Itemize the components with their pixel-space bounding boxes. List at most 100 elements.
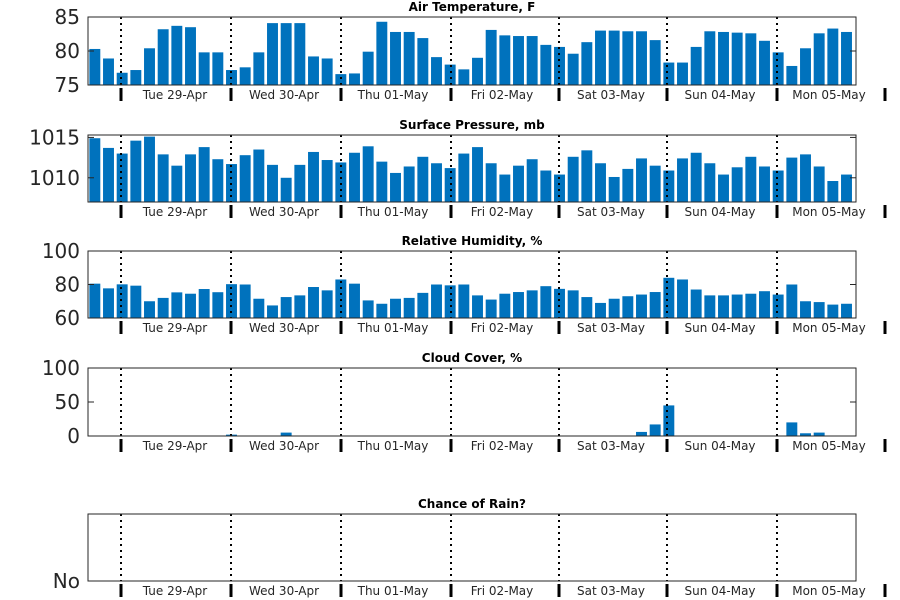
chart-panel: Relative Humidity, % 60 80 100 Tue 29-Apr Wed… [42,234,887,335]
bar [649,292,661,318]
bar [595,302,606,318]
bar [704,295,716,318]
bar [185,27,196,85]
bar [212,292,224,318]
bar [567,53,579,85]
bar [362,300,374,318]
day-label: Mon 05-May [792,321,866,335]
day-label: Thu 01-May [357,321,429,335]
bar [567,290,579,318]
bar [294,164,306,202]
day-tick-mark [449,205,453,218]
chart-title: Surface Pressure, mb [399,118,545,132]
bar [444,168,456,202]
bar [349,152,360,202]
day-label: Fri 02-May [471,88,534,102]
day-tick-mark [557,205,561,218]
bar [499,174,511,202]
y-tick-label: 60 [55,306,80,330]
day-tick-mark [339,439,343,452]
day-tick-mark [339,321,343,334]
bar [431,57,442,85]
bar [171,165,183,202]
bar [308,287,319,318]
bar [841,31,852,85]
bar [704,31,716,86]
day-label: Sun 04-May [684,88,755,102]
day-tick-mark [229,88,233,101]
bar [116,153,128,202]
bar [390,298,401,318]
bar [280,23,292,85]
day-tick-mark [229,439,233,452]
day-tick-mark [557,439,561,452]
bar [813,302,825,318]
day-tick-mark [775,439,779,452]
bar [704,163,716,202]
bar [581,150,593,202]
bar [526,36,538,85]
bar [431,163,442,202]
bar [458,153,470,202]
bar [745,293,757,318]
bar [212,52,224,85]
day-label: Sat 03-May [577,205,645,219]
day-tick-mark [339,584,343,597]
bar [390,172,401,202]
bar [513,165,524,202]
bar [786,422,798,436]
bar [267,164,278,202]
day-tick-mark [229,584,233,597]
bar [636,31,647,86]
day-tick-mark [665,584,669,597]
bar [745,33,757,85]
bar [157,154,169,202]
day-tick-mark [883,584,887,597]
bar [431,284,442,318]
bar [321,290,333,318]
bar [526,290,538,318]
day-label: Thu 01-May [357,205,429,219]
bar [718,295,729,318]
chart-panel: Chance of Rain? No Tue 29-Apr Wed 30-Apr Thu… [53,497,887,598]
bar [390,31,401,85]
bar [239,155,251,202]
bar [649,424,661,436]
y-tick-label: 85 [55,5,80,29]
bar [540,44,552,85]
bar [89,283,101,318]
chart-panel: Air Temperature, F 75 80 85 Tue 29-Apr Wed 30… [55,0,887,102]
bar [718,174,729,202]
bar [376,303,388,318]
bar [499,293,511,318]
bar [267,23,278,85]
bar [581,297,593,318]
bar [444,64,456,85]
bar [513,36,524,85]
y-tick-label: 1015 [29,125,80,149]
day-tick-mark [119,88,123,101]
bar [649,165,661,202]
bar [308,151,319,202]
axes-frame [87,367,857,437]
bar [786,65,798,85]
bar [185,154,196,202]
bar [690,152,702,202]
day-label: Wed 30-Apr [249,439,319,453]
bar [677,279,688,318]
day-label: Fri 02-May [471,584,534,598]
day-tick-mark [665,88,669,101]
day-tick-mark [557,584,561,597]
day-label: Tue 29-Apr [142,88,207,102]
bar [239,284,251,318]
bar [554,288,565,318]
day-tick-mark [775,321,779,334]
bar [349,73,360,85]
bar [663,62,675,85]
chart-title: Cloud Cover, % [422,351,522,365]
day-tick-mark [883,439,887,452]
day-tick-mark [775,88,779,101]
day-tick-mark [449,88,453,101]
day-tick-mark [119,205,123,218]
bar [417,292,429,318]
